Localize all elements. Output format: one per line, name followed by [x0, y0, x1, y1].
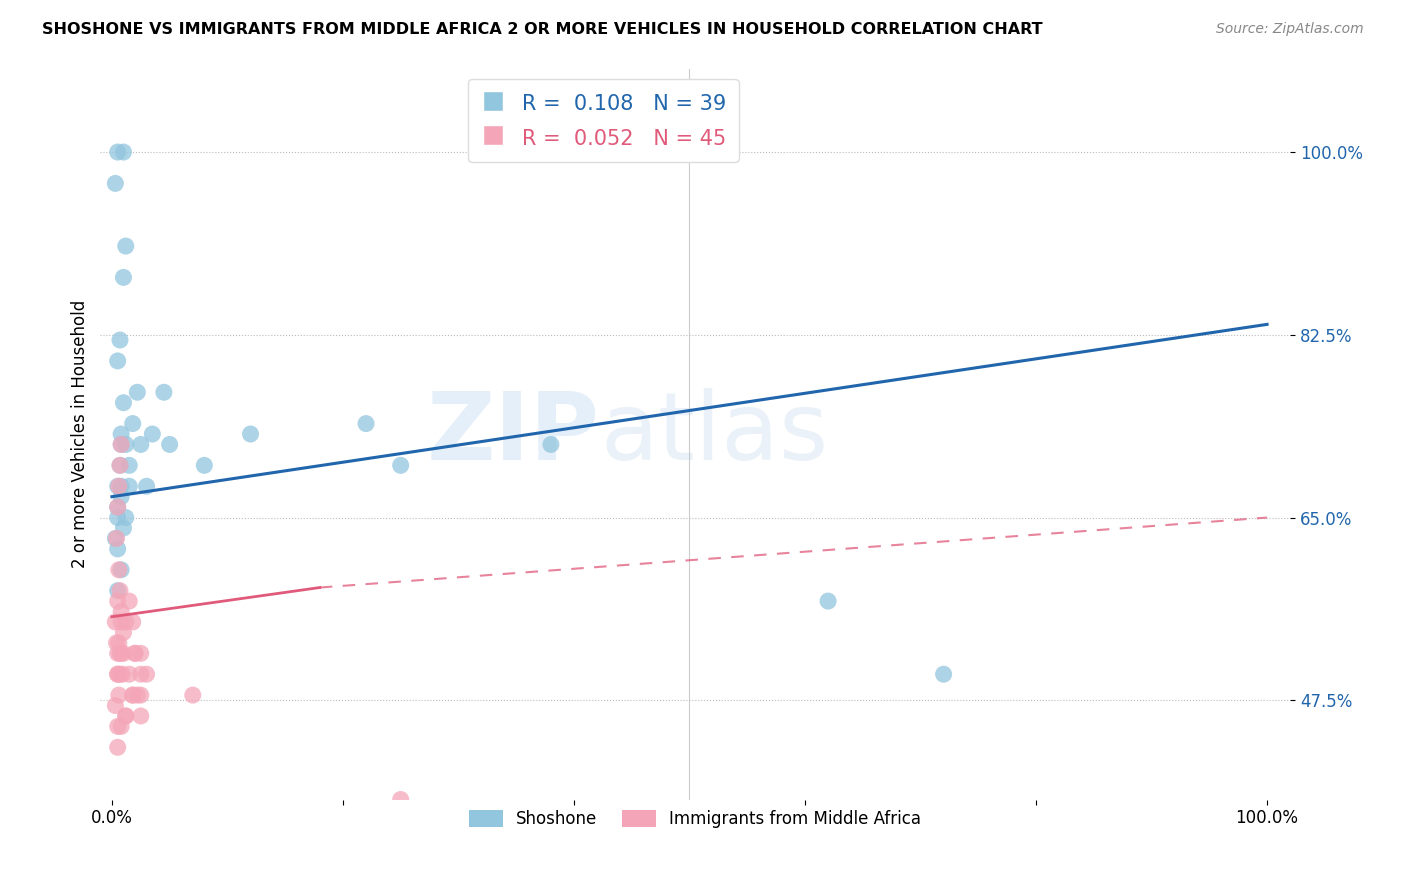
- Point: [153, 385, 176, 400]
- Point: [141, 427, 163, 442]
- Point: [932, 667, 955, 681]
- Point: [107, 500, 129, 515]
- Point: [121, 688, 143, 702]
- Point: [107, 594, 129, 608]
- Point: [108, 646, 131, 660]
- Point: [110, 490, 132, 504]
- Point: [121, 417, 143, 431]
- Point: [107, 646, 129, 660]
- Point: [118, 479, 141, 493]
- Point: [105, 636, 128, 650]
- Point: [107, 145, 129, 159]
- Point: [129, 437, 152, 451]
- Point: [114, 437, 136, 451]
- Point: [110, 646, 132, 660]
- Point: [239, 427, 262, 442]
- Point: [112, 625, 135, 640]
- Point: [114, 615, 136, 629]
- Point: [104, 615, 127, 629]
- Point: [107, 541, 129, 556]
- Point: [112, 270, 135, 285]
- Point: [129, 709, 152, 723]
- Point: [108, 563, 131, 577]
- Point: [124, 646, 146, 660]
- Point: [124, 646, 146, 660]
- Point: [108, 479, 131, 493]
- Point: [108, 667, 131, 681]
- Point: [108, 458, 131, 473]
- Point: [181, 688, 204, 702]
- Text: SHOSHONE VS IMMIGRANTS FROM MIDDLE AFRICA 2 OR MORE VEHICLES IN HOUSEHOLD CORREL: SHOSHONE VS IMMIGRANTS FROM MIDDLE AFRIC…: [42, 22, 1043, 37]
- Y-axis label: 2 or more Vehicles in Household: 2 or more Vehicles in Household: [72, 300, 89, 568]
- Point: [817, 594, 839, 608]
- Point: [118, 594, 141, 608]
- Point: [389, 458, 412, 473]
- Point: [118, 458, 141, 473]
- Point: [110, 719, 132, 733]
- Point: [118, 667, 141, 681]
- Point: [110, 437, 132, 451]
- Point: [127, 688, 149, 702]
- Point: [108, 636, 131, 650]
- Point: [114, 239, 136, 253]
- Point: [354, 417, 377, 431]
- Point: [127, 385, 149, 400]
- Text: Source: ZipAtlas.com: Source: ZipAtlas.com: [1216, 22, 1364, 37]
- Point: [104, 532, 127, 546]
- Point: [540, 437, 562, 451]
- Point: [121, 688, 143, 702]
- Point: [107, 667, 129, 681]
- Point: [129, 688, 152, 702]
- Point: [112, 646, 135, 660]
- Point: [107, 667, 129, 681]
- Point: [111, 667, 134, 681]
- Point: [110, 479, 132, 493]
- Point: [105, 532, 128, 546]
- Point: [129, 667, 152, 681]
- Point: [110, 437, 132, 451]
- Point: [108, 688, 131, 702]
- Point: [107, 479, 129, 493]
- Point: [114, 709, 136, 723]
- Point: [108, 583, 131, 598]
- Point: [159, 437, 181, 451]
- Point: [108, 458, 131, 473]
- Legend: Shoshone, Immigrants from Middle Africa: Shoshone, Immigrants from Middle Africa: [463, 804, 928, 835]
- Point: [107, 354, 129, 368]
- Point: [110, 605, 132, 619]
- Point: [107, 510, 129, 524]
- Point: [108, 333, 131, 347]
- Point: [389, 792, 412, 806]
- Point: [110, 427, 132, 442]
- Point: [104, 698, 127, 713]
- Point: [104, 177, 127, 191]
- Point: [107, 583, 129, 598]
- Point: [112, 521, 135, 535]
- Text: atlas: atlas: [600, 388, 828, 480]
- Point: [114, 510, 136, 524]
- Point: [107, 740, 129, 755]
- Text: ZIP: ZIP: [427, 388, 600, 480]
- Point: [121, 615, 143, 629]
- Point: [135, 667, 157, 681]
- Point: [112, 395, 135, 409]
- Point: [114, 709, 136, 723]
- Point: [110, 615, 132, 629]
- Point: [193, 458, 215, 473]
- Point: [112, 145, 135, 159]
- Point: [135, 479, 157, 493]
- Point: [129, 646, 152, 660]
- Point: [107, 500, 129, 515]
- Point: [107, 719, 129, 733]
- Point: [110, 563, 132, 577]
